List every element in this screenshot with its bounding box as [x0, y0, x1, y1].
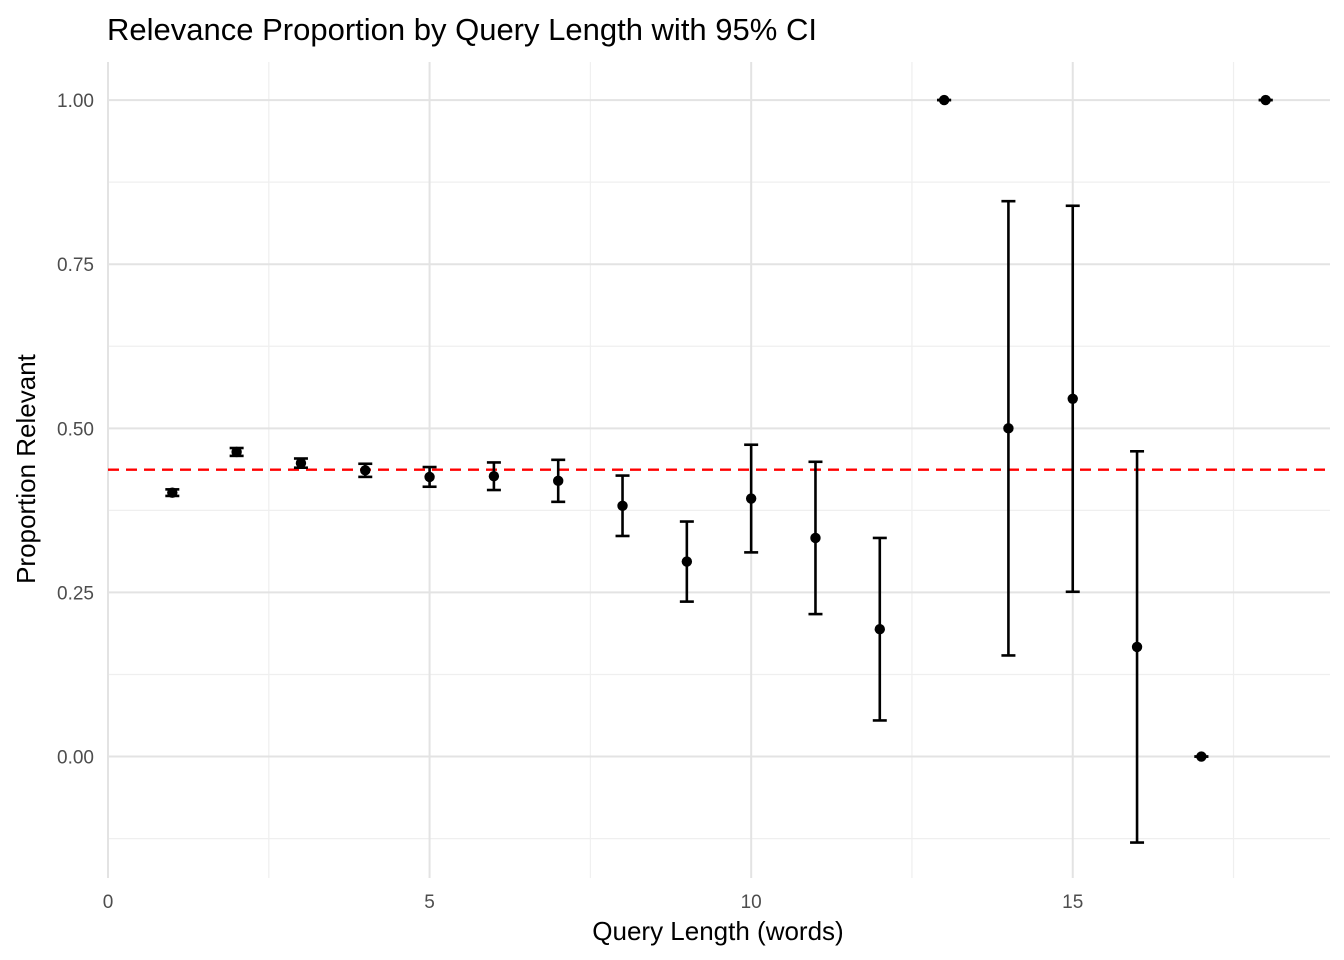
data-point-group — [486, 461, 501, 492]
data-point-group — [1194, 751, 1209, 762]
y-tick-label: 0.25 — [57, 583, 94, 604]
data-point-group — [358, 462, 373, 479]
data-point-group — [615, 474, 630, 538]
x-axis-ticks: 0 5 10 15 — [103, 892, 1084, 913]
data-point — [1003, 423, 1014, 434]
data-point — [745, 493, 757, 504]
data-point-group — [744, 443, 759, 554]
data-point — [938, 94, 950, 106]
data-point — [681, 556, 693, 567]
data-point-group — [1258, 94, 1273, 106]
x-tick-label: 5 — [424, 892, 435, 913]
y-axis-title: Proportion Relevant — [11, 353, 41, 584]
data-point — [1131, 641, 1143, 653]
data-point — [1067, 393, 1078, 404]
data-point-group — [551, 458, 566, 504]
y-tick-label: 0.00 — [57, 748, 94, 769]
data-point-group — [422, 465, 437, 489]
data-point — [167, 487, 178, 498]
y-tick-label: 0.50 — [57, 419, 94, 440]
x-axis-title: Query Length (words) — [592, 916, 843, 946]
data-point — [231, 446, 242, 458]
data-point-group — [872, 536, 887, 722]
data-point-group — [229, 446, 244, 458]
x-tick-label: 15 — [1062, 892, 1083, 913]
data-point — [553, 475, 564, 487]
data-point-group — [165, 487, 180, 498]
data-point — [1196, 751, 1207, 762]
data-point-group — [293, 457, 308, 470]
data-point-group — [937, 94, 952, 106]
x-tick-label: 0 — [103, 892, 114, 913]
y-tick-label: 0.75 — [57, 255, 94, 276]
y-axis-ticks: 0.00 0.25 0.50 0.75 1.00 — [57, 91, 94, 768]
data-point-group — [1065, 204, 1080, 594]
data-point — [360, 465, 371, 476]
data-point-group — [808, 460, 823, 616]
data-point-group — [1130, 449, 1145, 844]
data-point — [874, 623, 885, 635]
data-point — [295, 457, 307, 469]
y-tick-label: 1.00 — [57, 91, 94, 112]
data-point-group — [679, 520, 694, 603]
data-point — [810, 532, 821, 544]
data-point-group — [1001, 199, 1016, 657]
x-tick-label: 10 — [741, 892, 762, 913]
data-point — [488, 471, 500, 482]
data-marks — [165, 94, 1273, 844]
data-point — [424, 471, 435, 483]
chart-title: Relevance Proportion by Query Length wit… — [107, 12, 817, 47]
data-point — [617, 500, 628, 511]
data-point — [1260, 94, 1271, 106]
